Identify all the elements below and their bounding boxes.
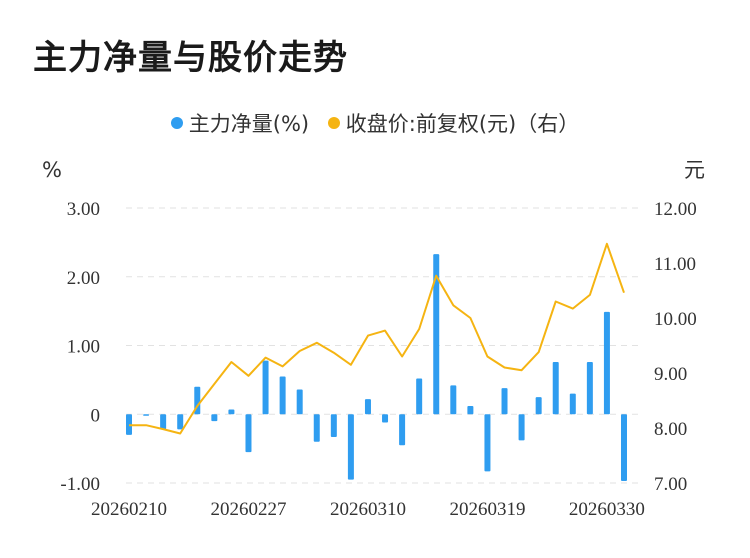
gridlines xyxy=(126,207,640,484)
chart-title: 主力净量与股价走势 xyxy=(33,38,348,78)
axis-labels: 3.00 2.00 1.00 0 -1.00 12.00 11.00 10.00 9.00 8.0… xyxy=(42,158,705,520)
bar xyxy=(518,414,525,441)
bar xyxy=(347,414,354,480)
bar xyxy=(177,414,184,430)
bar xyxy=(313,414,320,442)
left-tick-label: 0 xyxy=(91,405,101,426)
x-tick-label: 20260210 xyxy=(91,499,167,520)
left-tick-label: -1.00 xyxy=(60,474,100,495)
bar xyxy=(535,397,542,415)
bar xyxy=(279,376,286,415)
bar xyxy=(586,362,593,415)
bar xyxy=(262,360,269,415)
x-tick-label: 20260227 xyxy=(210,499,286,520)
bar xyxy=(364,399,371,415)
legend-bar-dot-icon xyxy=(170,117,183,129)
bar xyxy=(143,414,150,416)
right-tick-label: 9.00 xyxy=(654,364,687,385)
bar xyxy=(382,414,389,423)
bar xyxy=(245,414,252,453)
bar xyxy=(228,409,235,415)
bar xyxy=(552,362,559,415)
right-tick-label: 7.00 xyxy=(654,474,687,495)
right-tick-label: 8.00 xyxy=(654,419,687,440)
bar xyxy=(399,414,406,446)
bar xyxy=(450,385,457,415)
bar xyxy=(501,388,508,415)
bar xyxy=(211,414,218,422)
bar xyxy=(603,311,610,415)
line-series xyxy=(129,242,625,435)
left-tick-label: 2.00 xyxy=(67,268,100,289)
left-unit-label: % xyxy=(42,158,62,182)
bar xyxy=(416,378,423,415)
right-tick-label: 10.00 xyxy=(654,309,697,330)
legend-line-label: 收盘价:前复权(元)（右） xyxy=(345,112,580,136)
legend-item-line[interactable]: 收盘价:前复权(元)（右） xyxy=(327,108,580,138)
left-tick-label: 1.00 xyxy=(67,337,100,358)
bar xyxy=(330,414,337,437)
legend: 主力净量(%) 收盘价:前复权(元)（右） xyxy=(0,108,750,138)
bar-series xyxy=(126,254,627,481)
price-line xyxy=(129,242,625,435)
right-unit-label: 元 xyxy=(684,158,705,182)
bar xyxy=(484,414,491,472)
left-tick-label: 3.00 xyxy=(67,199,100,220)
bar xyxy=(569,393,576,415)
legend-item-bar[interactable]: 主力净量(%) xyxy=(170,108,310,138)
x-tick-label: 20260330 xyxy=(569,499,645,520)
right-tick-label: 12.00 xyxy=(654,199,697,220)
bar xyxy=(467,406,474,415)
legend-bar-label: 主力净量(%) xyxy=(188,112,310,136)
bar xyxy=(160,414,167,430)
right-tick-label: 11.00 xyxy=(654,254,696,275)
bar xyxy=(621,414,627,481)
legend-line-dot-icon xyxy=(327,117,340,129)
bar xyxy=(433,254,440,415)
x-tick-label: 20260310 xyxy=(330,499,406,520)
bar xyxy=(296,389,303,415)
x-tick-label: 20260319 xyxy=(449,499,525,520)
